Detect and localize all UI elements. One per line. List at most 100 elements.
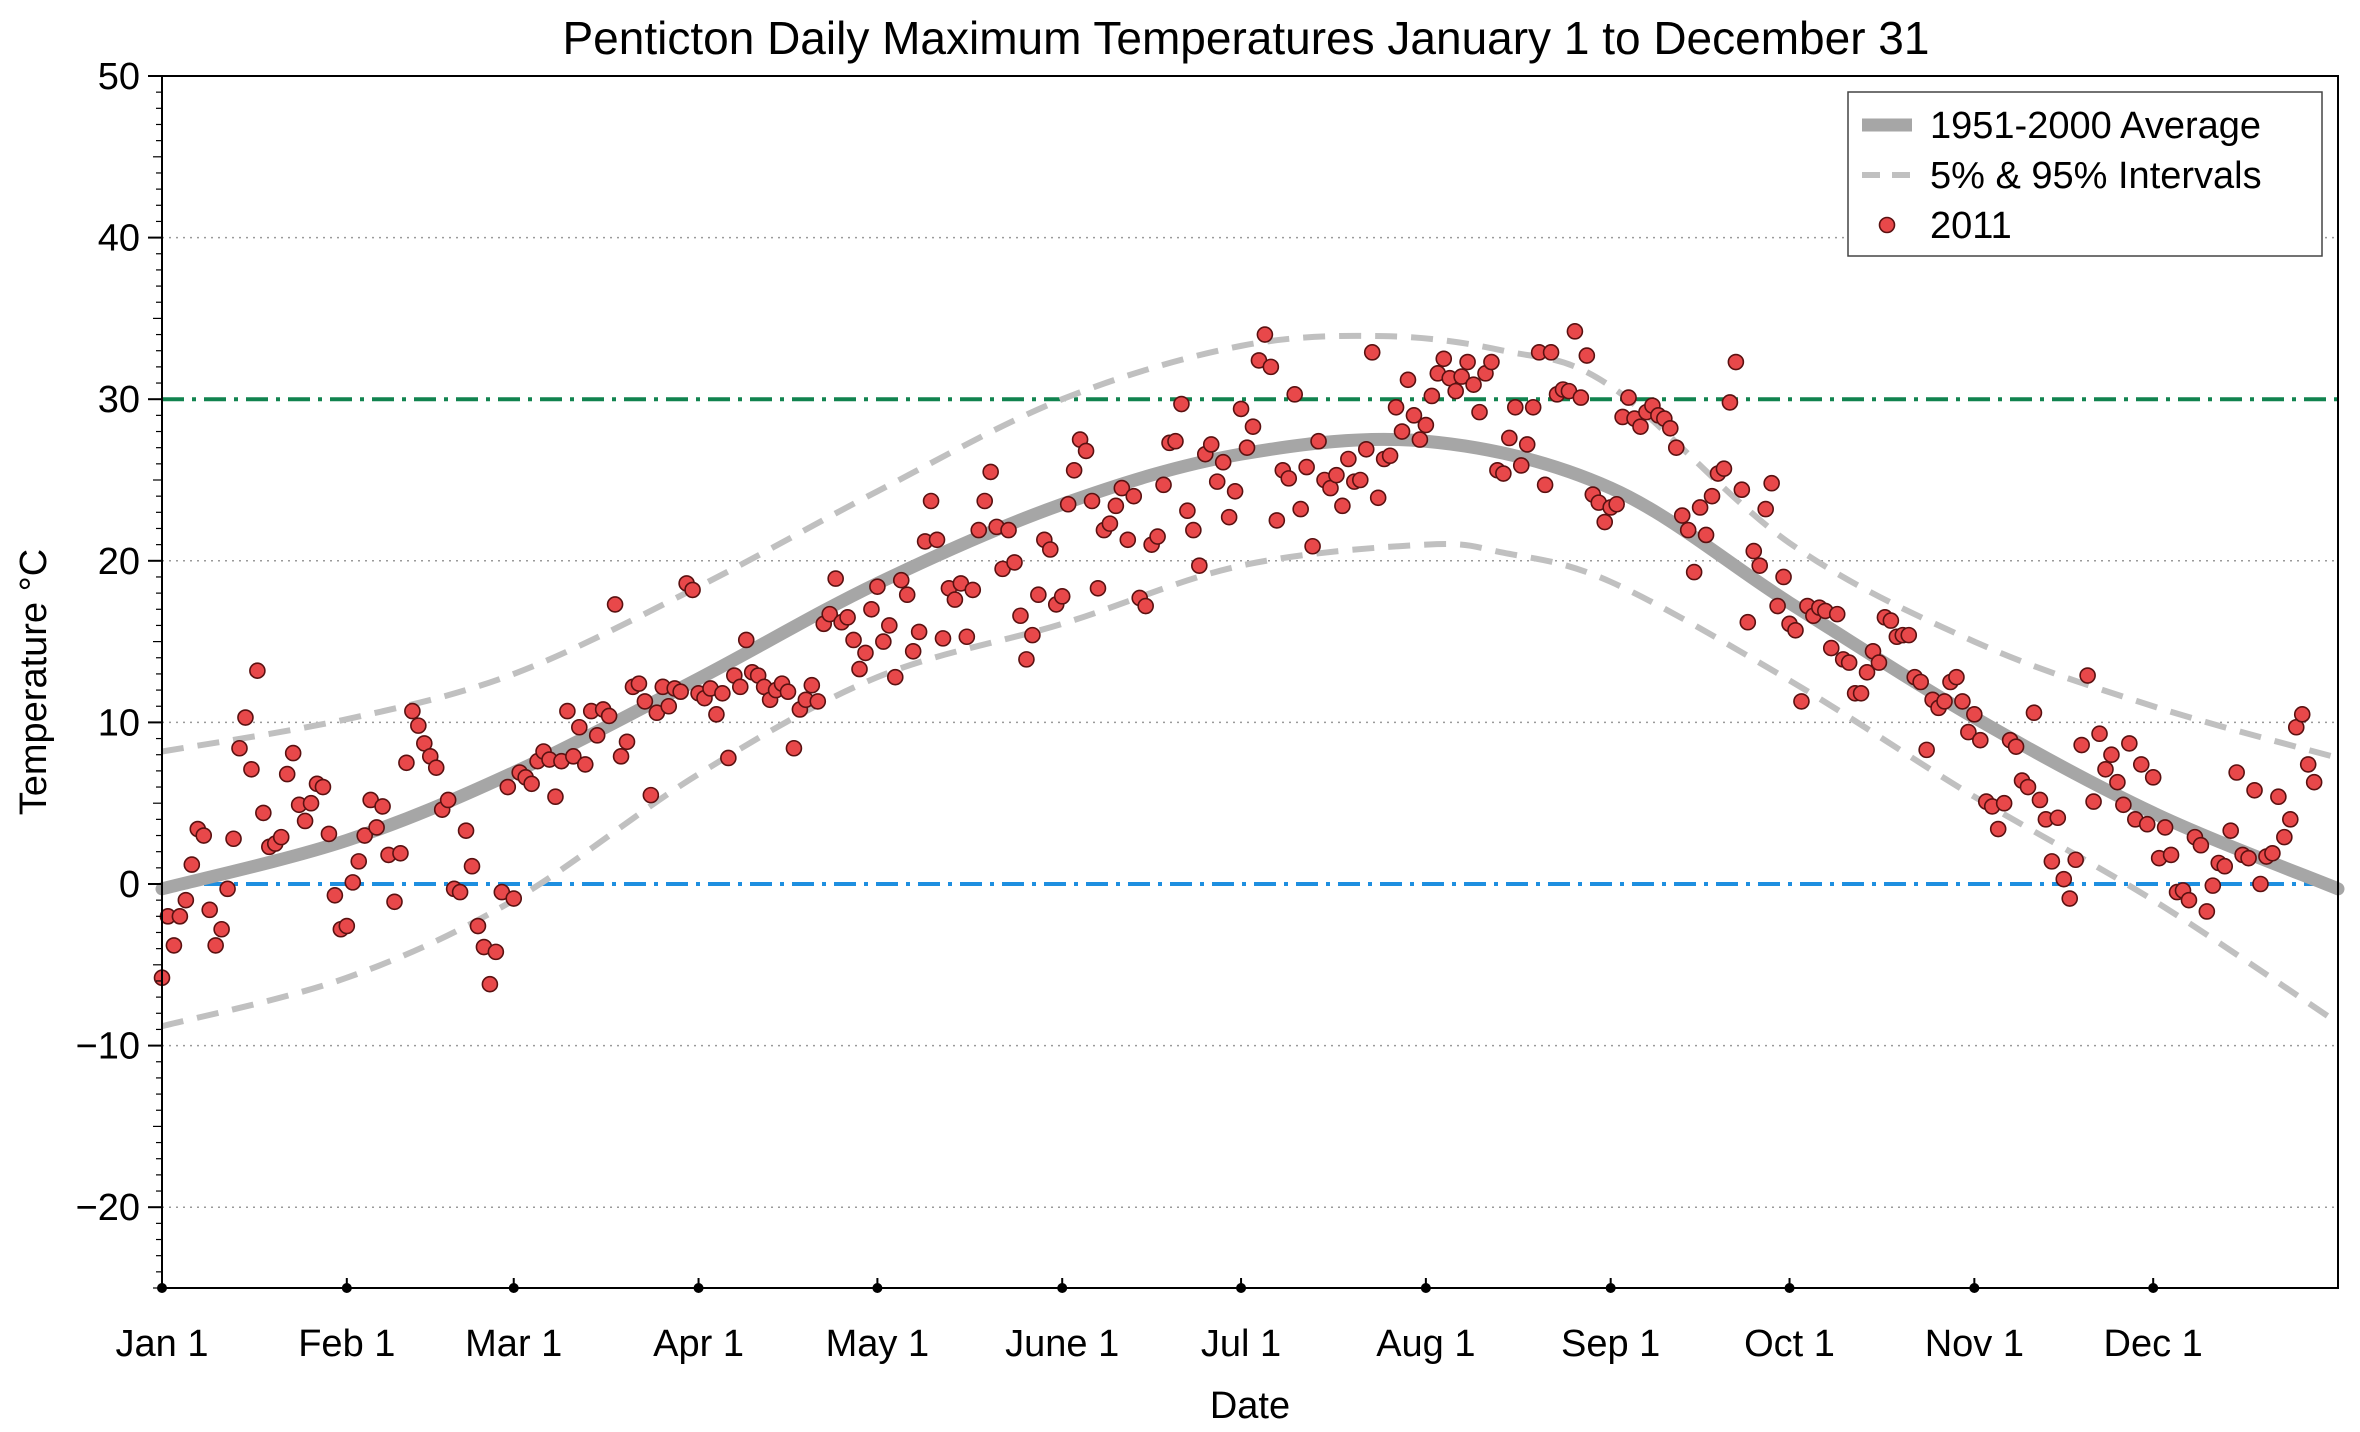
- data-point: [243, 760, 260, 778]
- data-point: [278, 765, 296, 783]
- data-point: [2138, 815, 2156, 833]
- data-point: [1536, 476, 1554, 494]
- data-point: [672, 683, 689, 700]
- data-point: [779, 683, 797, 700]
- data-point: [851, 660, 868, 678]
- data-point: [272, 828, 290, 846]
- data-point: [207, 937, 224, 954]
- data-point: [439, 791, 457, 809]
- data-point: [314, 778, 332, 796]
- data-point: [571, 718, 588, 736]
- data-point: [588, 727, 606, 744]
- y-tick-label: 30: [98, 379, 140, 421]
- y-tick-label: 40: [98, 218, 140, 260]
- data-point: [1310, 432, 1327, 450]
- data-point: [1262, 358, 1280, 376]
- data-point: [1620, 389, 1637, 406]
- data-point: [2270, 788, 2287, 806]
- data-point: [2073, 736, 2090, 754]
- data-point: [2025, 704, 2043, 722]
- x-tick-dot: [2148, 1283, 2159, 1293]
- data-point: [606, 596, 624, 613]
- data-point: [1393, 423, 1411, 440]
- data-point: [2276, 828, 2293, 846]
- data-point: [1399, 371, 1417, 389]
- data-point: [1340, 450, 1357, 468]
- data-point: [195, 827, 213, 844]
- data-point: [863, 600, 880, 618]
- data-point: [1334, 497, 1351, 515]
- x-tick-label: Jan 1: [116, 1323, 209, 1365]
- data-point: [1900, 626, 1918, 644]
- plot-frame: [161, 75, 2339, 1289]
- data-point: [1304, 537, 1321, 555]
- data-point: [374, 798, 391, 815]
- x-tick-label: Apr 1: [653, 1323, 744, 1365]
- data-point: [231, 739, 248, 757]
- data-point: [249, 662, 266, 679]
- data-point: [1077, 442, 1095, 460]
- x-tick-dot: [1420, 1283, 1431, 1293]
- legend-label-2011: 2011: [1930, 205, 2012, 247]
- data-point: [1769, 597, 1786, 615]
- data-point: [1363, 344, 1381, 361]
- data-point: [2109, 773, 2126, 791]
- data-point: [1870, 654, 1888, 671]
- reference-lines: [162, 397, 2338, 886]
- data-point: [1787, 621, 1804, 639]
- data-point: [326, 887, 344, 904]
- data-point: [451, 883, 469, 901]
- x-tick-dot: [508, 1283, 519, 1293]
- data-point: [958, 628, 976, 646]
- data-point: [368, 819, 385, 836]
- x-tick-label: June 1: [1005, 1323, 1119, 1365]
- data-point: [2299, 756, 2317, 773]
- y-tick-label: 50: [98, 56, 140, 98]
- data-point: [1733, 481, 1751, 498]
- data-point: [2019, 778, 2037, 796]
- data-point: [827, 570, 844, 587]
- data-point: [642, 786, 660, 804]
- y-tick-label: 20: [98, 541, 140, 583]
- data-point: [1501, 429, 1518, 447]
- data-point: [499, 778, 517, 796]
- data-point: [1918, 741, 1935, 759]
- x-tick-label: Nov 1: [1925, 1323, 2024, 1365]
- data-point: [2144, 769, 2162, 786]
- data-point: [392, 844, 409, 862]
- data-point: [1137, 597, 1154, 615]
- data-point: [1107, 497, 1125, 515]
- data-point: [660, 697, 678, 715]
- data-point: [255, 804, 272, 822]
- data-point: [684, 581, 701, 599]
- x-axis-ticks: Jan 1 Feb 1 Mar 1 Apr 1 May 1 June 1 Jul 1 Aug …: [116, 1278, 2203, 1365]
- data-point: [2055, 870, 2073, 888]
- data-point: [2222, 822, 2239, 839]
- x-tick-dot: [1784, 1283, 1795, 1293]
- data-point: [344, 874, 362, 891]
- data-point: [1661, 419, 1679, 437]
- data-point: [1089, 579, 1107, 597]
- data-point: [1757, 500, 1774, 518]
- data-point: [2115, 796, 2132, 814]
- data-point: [2031, 791, 2049, 809]
- data-point: [1465, 376, 1482, 393]
- x-tick-label: Aug 1: [1376, 1323, 1475, 1365]
- data-point: [1232, 400, 1250, 418]
- data-point: [1727, 353, 1745, 371]
- data-point: [1244, 418, 1262, 435]
- data-point: [1739, 613, 1757, 631]
- data-point: [2240, 849, 2257, 867]
- data-point: [171, 908, 189, 925]
- data-point: [165, 937, 183, 954]
- x-tick-dot: [1605, 1283, 1616, 1293]
- data-point: [1214, 453, 1232, 471]
- data-point: [559, 702, 576, 720]
- data-point: [821, 605, 839, 623]
- data-point: [1948, 668, 1965, 686]
- data-point: [1828, 605, 1846, 623]
- data-point: [1751, 557, 1769, 574]
- data-point: [1113, 479, 1131, 497]
- data-point: [1411, 431, 1429, 448]
- data-point: [1685, 563, 1703, 581]
